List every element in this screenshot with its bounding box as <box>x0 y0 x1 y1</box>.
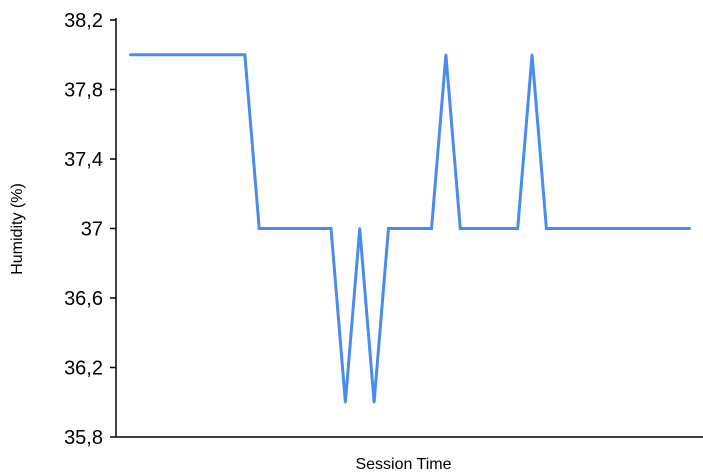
data-point <box>315 227 318 230</box>
y-tick-label: 37,8 <box>64 80 103 102</box>
data-point <box>258 227 261 230</box>
data-point <box>530 53 534 56</box>
data-point <box>243 53 247 56</box>
data-point <box>358 227 361 230</box>
data-point <box>214 53 218 56</box>
data-point <box>487 227 491 230</box>
data-point <box>674 227 677 230</box>
data-point <box>186 53 189 56</box>
data-point <box>372 401 376 404</box>
data-point <box>473 227 476 230</box>
data-point <box>272 227 275 230</box>
y-tick-label: 37 <box>81 219 103 241</box>
data-point <box>631 227 634 230</box>
data-point <box>602 227 606 230</box>
data-point <box>430 227 433 230</box>
data-point <box>617 227 620 230</box>
y-tick-label: 37,4 <box>64 149 103 171</box>
data-point <box>200 53 203 56</box>
data-point <box>588 227 591 230</box>
data-point <box>415 227 419 230</box>
y-axis-ticks <box>110 19 116 438</box>
data-point <box>329 227 333 230</box>
data-point <box>645 227 649 230</box>
data-point <box>545 227 548 230</box>
y-tick-label: 36,6 <box>64 288 103 310</box>
data-point <box>502 227 505 230</box>
y-tick-label: 35,8 <box>64 427 103 449</box>
data-point <box>229 53 232 56</box>
data-point <box>128 53 132 56</box>
data-point <box>157 53 160 56</box>
data-point <box>401 227 405 230</box>
data-point <box>516 227 519 230</box>
y-tick-label: 38,2 <box>64 10 103 32</box>
x-axis-title: Session Time <box>355 456 451 473</box>
data-point <box>573 227 577 230</box>
data-point <box>286 227 290 230</box>
y-axis-tick-labels: 38,2 37,8 37,4 37 36,6 36,2 35,8 <box>64 10 103 449</box>
data-point <box>688 227 692 230</box>
y-axis-title: Humidity (%) <box>9 183 26 275</box>
data-point <box>459 227 462 230</box>
data-point <box>301 227 304 230</box>
data-point <box>559 227 562 230</box>
data-point <box>444 53 448 56</box>
humidity-series-line <box>130 53 690 403</box>
data-point <box>660 227 663 230</box>
data-point <box>143 53 146 56</box>
data-point <box>344 401 347 404</box>
data-point <box>387 227 390 230</box>
data-point <box>171 53 175 56</box>
y-tick-label: 36,2 <box>64 358 103 380</box>
data-points <box>128 53 692 404</box>
